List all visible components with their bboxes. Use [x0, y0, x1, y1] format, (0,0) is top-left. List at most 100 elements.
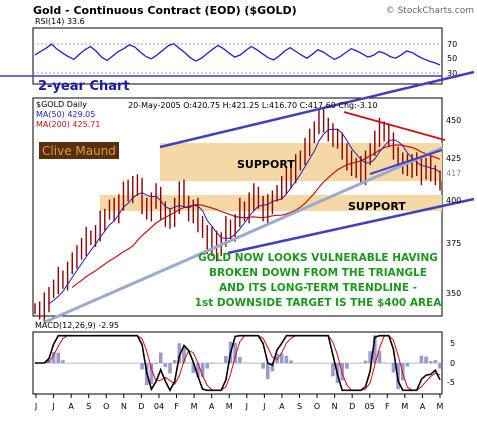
comment-line-3: AND ITS LONG-TERM TRENDLINE - — [219, 282, 417, 294]
macd-hist-bar — [200, 363, 205, 377]
macd-hist-bar — [107, 363, 112, 364]
macd-hist-bar — [377, 350, 382, 364]
macd-hist-bar — [158, 352, 163, 364]
macd-tick-neg5: -5 — [447, 378, 455, 387]
x-axis-label: O — [314, 402, 320, 411]
macd-hist-bar — [247, 363, 251, 364]
macd-hist-bar — [191, 363, 196, 374]
macd-hist-bar — [172, 360, 177, 364]
macd-hist-bar — [163, 363, 168, 368]
macd-hist-bar — [182, 347, 186, 364]
x-axis-label: 05 — [365, 402, 375, 411]
macd-hist-bar — [419, 355, 424, 364]
macd-hist-bar — [410, 363, 414, 364]
macd-hist-bar — [233, 342, 237, 364]
x-axis-label: F — [385, 402, 390, 411]
macd-hist-bar — [251, 363, 256, 364]
macd-hist-bar — [149, 363, 154, 384]
x-axis-label: M — [226, 402, 233, 411]
x-axis-label: A — [209, 402, 215, 411]
macd-hist-bar — [326, 363, 331, 364]
macd-hist-bar — [391, 363, 396, 373]
rsi-level-70: 70 — [447, 40, 457, 49]
macd-hist-bar — [354, 363, 359, 364]
macd-hist-bar — [428, 361, 433, 364]
macd-hist-bar — [289, 360, 293, 364]
x-axis-label: N — [332, 402, 338, 411]
trendline-lower-light — [44, 146, 443, 324]
macd-hist-bar — [279, 353, 284, 364]
trendline-upper-channel — [159, 70, 475, 149]
x-axis-label: N — [121, 402, 127, 411]
x-axis-label: D — [349, 402, 355, 411]
rsi-label: RSI(14) 33.6 — [35, 17, 85, 26]
macd-tick-5: 5 — [450, 339, 455, 348]
x-axis-label: M — [437, 402, 444, 411]
macd-hist-bar — [242, 362, 247, 364]
macd-hist-bar — [89, 363, 93, 364]
macd-hist-bar — [275, 353, 279, 364]
x-axis-label: S — [297, 402, 302, 411]
macd-hist-bar — [363, 360, 368, 364]
macd-hist-bar — [224, 356, 228, 364]
rsi-line — [34, 42, 441, 66]
macd-hist-bar — [438, 363, 442, 369]
macd-hist-bar — [349, 363, 354, 364]
macd-line — [35, 334, 441, 393]
y-tick-400: 400 — [446, 196, 461, 205]
macd-hist-bar — [256, 363, 261, 364]
x-axis-label: D — [138, 402, 144, 411]
macd-hist-bar — [359, 363, 363, 364]
y-tick-425: 425 — [446, 154, 461, 163]
ohlc-readout: 20-May-2005 O:420.75 H:421.25 L:416.70 C… — [128, 101, 378, 110]
macd-hist-bar — [298, 363, 303, 364]
macd-hist-bar — [135, 363, 140, 364]
macd-hist-bar — [368, 351, 372, 364]
macd-hist-bar — [103, 363, 107, 364]
support-lower-label: SUPPORT — [348, 200, 406, 213]
macd-hist-bar — [186, 362, 191, 364]
macd-hist-bar — [61, 360, 65, 364]
rsi-level-50: 50 — [447, 54, 457, 63]
current-price-label: 417 — [446, 169, 461, 178]
x-axis-label: J — [262, 402, 265, 411]
macd-hist-bar — [93, 363, 98, 364]
macd-hist-bar — [317, 363, 321, 364]
y-tick-375: 375 — [446, 239, 461, 248]
triangle-bottom-line — [369, 149, 443, 175]
macd-hist-bar — [265, 363, 270, 380]
macd-hist-bar — [196, 363, 200, 377]
macd-hist-bar — [140, 363, 144, 370]
macd-hist-bar — [386, 363, 391, 364]
macd-hist-bar — [321, 363, 326, 364]
x-axis-label: S — [86, 402, 91, 411]
macd-hist-bar — [293, 363, 298, 364]
x-axis-label: A — [68, 402, 74, 411]
author-badge — [39, 142, 119, 159]
comment-line-4: 1st DOWNSIDE TARGET IS THE $400 AREA — [195, 297, 443, 309]
y-tick-450: 450 — [446, 116, 461, 125]
macd-hist-bar — [56, 352, 61, 364]
price-bars — [34, 106, 441, 322]
macd-tick-0: 0 — [450, 359, 455, 368]
chart-title: Gold - Continuous Contract (EOD) ($GOLD) — [33, 4, 297, 17]
macd-hist-bar — [210, 363, 214, 364]
x-axis-label: M — [191, 402, 198, 411]
comment-box: GOLD NOW LOOKS VULNERABLE HAVING BROKEN … — [195, 252, 443, 309]
x-axis-label: J — [245, 402, 248, 411]
comment-line-1: GOLD NOW LOOKS VULNERABLE HAVING — [198, 252, 438, 264]
macd-hist-bar — [79, 363, 84, 364]
two-year-chart-label: 2-year Chart — [38, 79, 130, 94]
macd-hist-bar — [433, 360, 438, 364]
macd-hist-bar — [121, 363, 126, 364]
x-axis-label: J — [34, 402, 37, 411]
x-axis-label: A — [279, 402, 285, 411]
trendline-lower-channel — [227, 197, 475, 255]
x-axis-label: M — [401, 402, 408, 411]
x-axis-label: A — [420, 402, 426, 411]
macd-hist-bar — [405, 363, 410, 367]
ma200-label: MA(200) 425.71 — [36, 120, 100, 129]
x-axis-label: F — [174, 402, 179, 411]
